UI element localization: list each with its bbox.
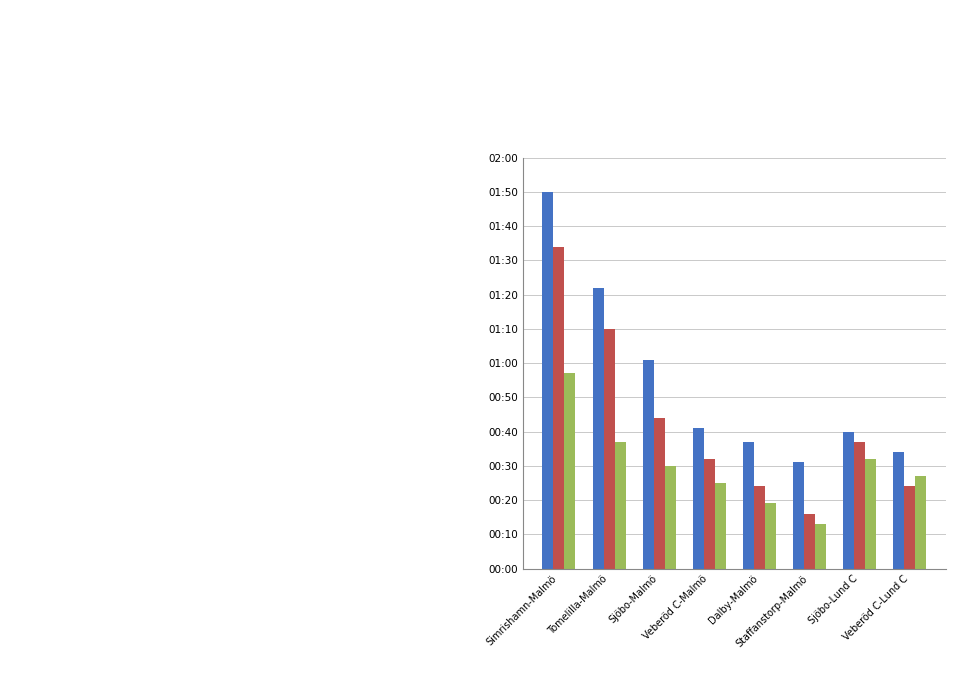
Bar [693,428,704,569]
Bar [793,462,804,569]
Bar [715,483,726,569]
Bar [894,452,904,569]
Bar [843,432,854,569]
Bar [865,459,876,569]
Bar [604,329,614,569]
Bar [642,360,654,569]
Bar [564,373,575,569]
Bar [754,486,765,569]
Bar [854,442,865,569]
Bar [654,418,664,569]
Bar [904,486,916,569]
Bar [592,288,604,569]
Bar [815,524,827,569]
Bar [664,466,676,569]
Bar [765,503,776,569]
Bar [614,442,626,569]
Bar [804,514,815,569]
Bar [553,247,564,569]
Bar [542,192,553,569]
Bar [704,459,715,569]
Bar [916,476,926,569]
Bar [743,442,754,569]
